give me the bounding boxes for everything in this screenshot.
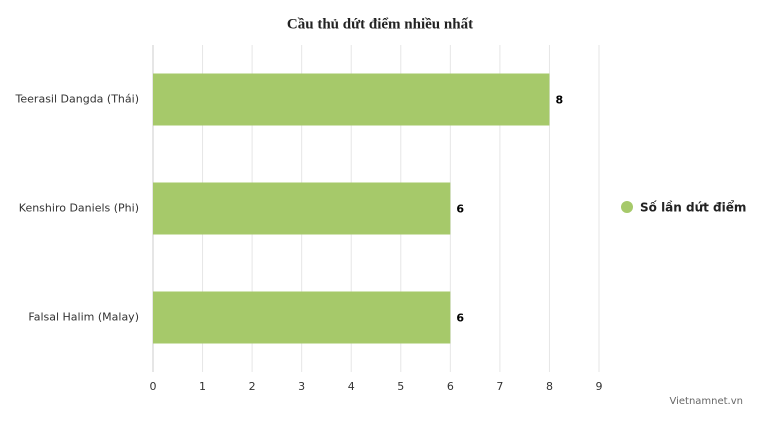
y-tick-label: Kenshiro Daniels (Phi) — [19, 202, 139, 215]
x-tick-label: 1 — [199, 380, 206, 393]
bar — [153, 73, 550, 126]
x-tick-label: 2 — [249, 380, 256, 393]
data-label: 6 — [456, 312, 464, 325]
legend-label: Số lần dứt điểm — [640, 200, 746, 215]
y-tick-label: Teerasil Dangda (Thái) — [15, 93, 139, 106]
x-tick-label: 4 — [348, 380, 355, 393]
x-tick-label: 6 — [447, 380, 454, 393]
x-tick-label: 5 — [397, 380, 404, 393]
legend-marker — [621, 201, 633, 213]
bar — [153, 182, 451, 235]
credit: Vietnamnet.vn — [669, 396, 743, 407]
x-tick-label: 7 — [496, 380, 503, 393]
data-label: 8 — [555, 94, 563, 107]
bar — [153, 291, 451, 344]
x-tick-label: 9 — [596, 380, 603, 393]
x-tick-label: 3 — [298, 380, 305, 393]
chart-title: Cầu thủ dứt điểm nhiều nhất — [287, 16, 473, 32]
data-label: 6 — [456, 203, 464, 216]
x-tick-label: 0 — [150, 380, 157, 393]
x-tick-label: 8 — [546, 380, 553, 393]
y-tick-label: Falsal Halim (Malay) — [28, 311, 139, 324]
